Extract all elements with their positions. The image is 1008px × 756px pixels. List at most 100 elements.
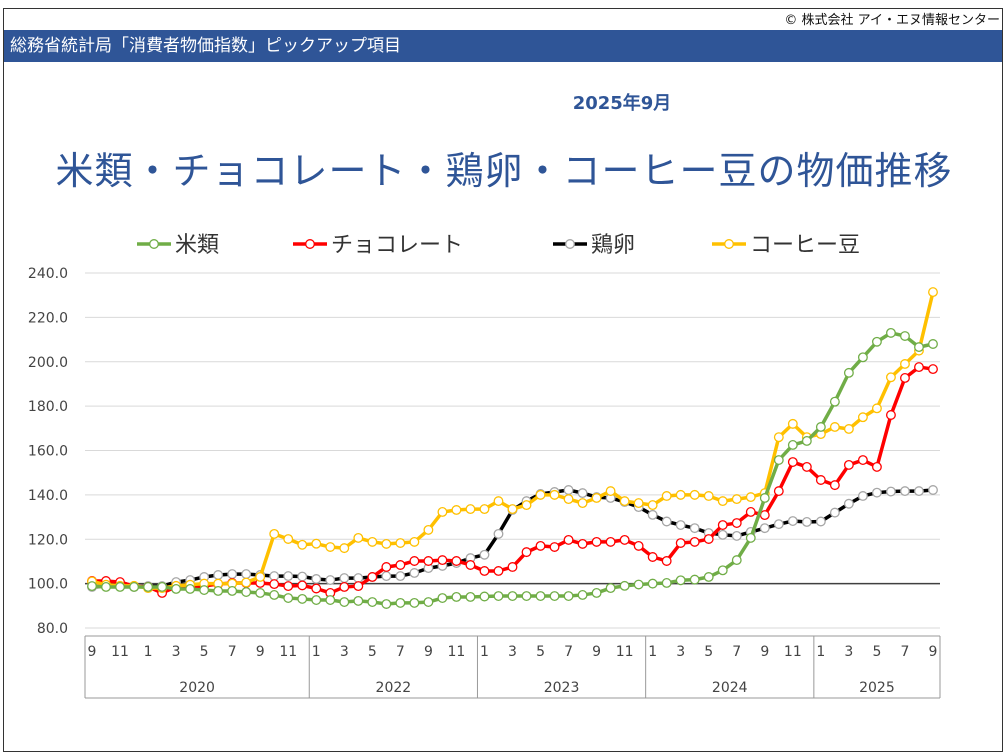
x-month-label: 5 bbox=[872, 644, 881, 660]
data-point bbox=[605, 583, 616, 594]
data-point bbox=[563, 591, 574, 602]
data-point bbox=[353, 532, 364, 543]
data-point bbox=[914, 486, 924, 497]
data-point bbox=[395, 538, 406, 548]
data-point bbox=[885, 410, 896, 420]
data-point bbox=[928, 485, 938, 495]
header-bar: 総務省統計局「消費者物価指数」ピックアップ項目 bbox=[4, 30, 1002, 62]
data-point bbox=[283, 534, 294, 544]
data-point bbox=[773, 432, 784, 443]
data-point bbox=[437, 593, 448, 603]
data-point bbox=[900, 486, 910, 497]
data-point bbox=[717, 565, 728, 576]
x-month-label: 3 bbox=[340, 644, 349, 660]
data-point bbox=[535, 591, 546, 602]
x-year-label: 2024 bbox=[712, 680, 748, 696]
data-point bbox=[731, 555, 742, 566]
data-point bbox=[900, 331, 910, 341]
data-point bbox=[479, 504, 490, 515]
x-month-label: 7 bbox=[564, 644, 573, 660]
legend-marker bbox=[149, 239, 159, 249]
legend-marker bbox=[305, 239, 315, 249]
data-point bbox=[297, 593, 308, 604]
data-point bbox=[143, 582, 154, 592]
data-point bbox=[633, 498, 644, 509]
x-month-label: 1 bbox=[816, 644, 825, 660]
x-month-label: 11 bbox=[111, 644, 129, 660]
data-point bbox=[227, 569, 238, 580]
data-point bbox=[563, 494, 574, 505]
y-tick-label: 140.0 bbox=[28, 488, 68, 504]
data-point bbox=[591, 493, 602, 503]
series-0 bbox=[87, 327, 938, 609]
legend-marker bbox=[724, 239, 734, 249]
x-month-label: 11 bbox=[784, 644, 802, 660]
x-month-label: 9 bbox=[760, 644, 769, 660]
data-point bbox=[493, 496, 504, 507]
data-point bbox=[801, 461, 812, 472]
data-point bbox=[605, 486, 616, 497]
x-month-label: 5 bbox=[200, 644, 209, 660]
data-point bbox=[689, 574, 700, 585]
data-point bbox=[353, 581, 364, 592]
x-month-label: 9 bbox=[424, 644, 433, 660]
x-month-label: 5 bbox=[704, 644, 713, 660]
x-month-label: 1 bbox=[312, 644, 321, 660]
data-point bbox=[465, 504, 476, 515]
data-point bbox=[409, 536, 420, 547]
data-point bbox=[423, 556, 434, 566]
x-month-label: 9 bbox=[256, 644, 265, 660]
data-point bbox=[465, 591, 476, 602]
data-point bbox=[283, 593, 294, 603]
data-point bbox=[535, 540, 546, 551]
x-month-label: 11 bbox=[616, 644, 634, 660]
data-point bbox=[199, 585, 210, 596]
data-point bbox=[871, 403, 882, 414]
data-point bbox=[857, 352, 868, 363]
data-point bbox=[325, 595, 336, 605]
data-point bbox=[577, 488, 588, 499]
x-month-label: 9 bbox=[88, 644, 97, 660]
data-point bbox=[647, 552, 658, 562]
data-point bbox=[213, 570, 224, 580]
data-point bbox=[661, 516, 672, 527]
data-point bbox=[914, 342, 924, 353]
data-point bbox=[857, 455, 868, 465]
data-point bbox=[815, 516, 826, 527]
data-point bbox=[731, 518, 742, 529]
data-point bbox=[479, 549, 490, 560]
data-point bbox=[465, 560, 476, 570]
data-point bbox=[871, 461, 882, 472]
data-point bbox=[829, 480, 840, 491]
data-point bbox=[367, 536, 378, 547]
data-point bbox=[409, 556, 420, 566]
data-point bbox=[423, 597, 434, 607]
x-month-label: 7 bbox=[228, 644, 237, 660]
data-point bbox=[885, 327, 896, 338]
data-point bbox=[409, 568, 420, 578]
data-point bbox=[605, 536, 616, 547]
data-point bbox=[591, 587, 602, 598]
data-point bbox=[311, 574, 322, 584]
data-point bbox=[787, 457, 798, 467]
legend-label: コーヒー豆 bbox=[750, 233, 860, 258]
data-point bbox=[633, 540, 644, 551]
data-point bbox=[591, 536, 602, 547]
data-point bbox=[787, 418, 798, 429]
data-point bbox=[339, 573, 350, 584]
data-point bbox=[283, 581, 294, 592]
data-point bbox=[451, 505, 462, 515]
x-month-label: 3 bbox=[844, 644, 853, 660]
data-point bbox=[675, 575, 686, 586]
series-line bbox=[92, 365, 934, 595]
data-point bbox=[157, 582, 168, 592]
data-point bbox=[451, 556, 462, 566]
data-point bbox=[549, 489, 560, 500]
data-point bbox=[871, 336, 882, 347]
data-point bbox=[661, 556, 672, 566]
x-month-label: 11 bbox=[279, 644, 297, 660]
data-point bbox=[689, 489, 700, 500]
data-point bbox=[577, 589, 588, 600]
data-point bbox=[773, 455, 784, 465]
y-tick-label: 200.0 bbox=[28, 355, 68, 371]
